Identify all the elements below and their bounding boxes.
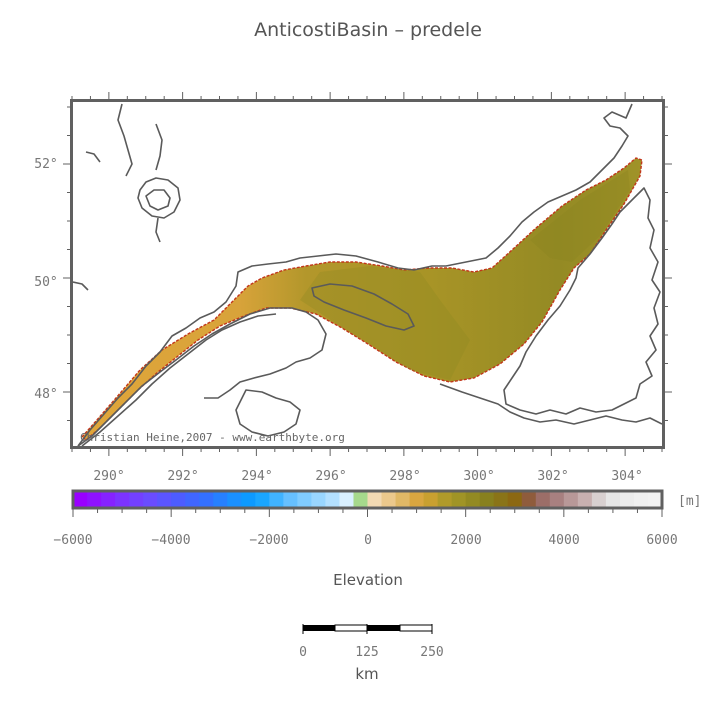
colorbar-swatch	[395, 491, 411, 508]
colorbar-swatch	[591, 491, 607, 508]
scale-bar: 0 125 250 km	[299, 624, 444, 683]
colorbar-swatch	[507, 491, 523, 508]
scale-segment	[334, 624, 368, 632]
colorbar-swatch	[549, 491, 565, 508]
lon-label-296: 296°	[315, 469, 346, 484]
colorbar-swatch	[311, 491, 327, 508]
lat-label-52: 52°	[34, 157, 57, 172]
scale-segment	[367, 625, 400, 631]
colorbar-swatch	[605, 491, 621, 508]
lon-label-304: 304°	[611, 469, 642, 484]
colorbar-swatch	[451, 491, 467, 508]
colorbar-swatch	[647, 491, 663, 508]
colorbar-swatch	[269, 491, 284, 508]
basin-shade-east	[530, 170, 630, 262]
colorbar-swatch	[101, 491, 116, 508]
lat-label-50: 50°	[34, 275, 57, 290]
scale-unit: km	[355, 665, 378, 683]
basin-shade-central	[300, 266, 470, 380]
colorbar-swatch	[143, 491, 158, 508]
scale-label-0: 0	[299, 645, 307, 660]
colorbar-swatch	[479, 491, 495, 508]
colorbar-swatch	[199, 491, 214, 508]
colorbar-swatch	[563, 491, 579, 508]
colorbar-swatch	[255, 491, 270, 508]
colorbar-ticks	[72, 509, 663, 517]
frame-ticks	[63, 92, 672, 456]
colorbar-swatch	[423, 491, 439, 508]
credit-text: Christian Heine,2007 - www.earthbyte.org	[80, 431, 345, 444]
colorbar-swatch	[619, 491, 635, 508]
colorbar-swatch	[241, 491, 256, 508]
colorbar-tick-label: 6000	[646, 533, 677, 548]
colorbar-swatch	[633, 491, 649, 508]
lat-labels: 52° 50° 48°	[34, 157, 57, 402]
colorbar-segments	[73, 491, 663, 508]
colorbar-swatch	[227, 491, 242, 508]
colorbar-swatch	[437, 491, 453, 508]
colorbar-tick-label: 2000	[450, 533, 481, 548]
lon-label-302: 302°	[537, 469, 568, 484]
scale-segment	[399, 624, 433, 632]
colorbar-tick-label: 4000	[548, 533, 579, 548]
colorbar-swatch	[521, 491, 537, 508]
colorbar-swatch	[283, 491, 298, 508]
colorbar: [m] −6000 −4000 −2000 0 2000 4000 6000 E…	[53, 489, 701, 589]
colorbar-swatch	[73, 491, 88, 508]
colorbar-swatch	[577, 491, 593, 508]
colorbar-swatch	[367, 491, 383, 508]
colorbar-swatch	[381, 491, 397, 508]
colorbar-swatch	[171, 491, 186, 508]
map-content: Christian Heine,2007 - www.earthbyte.org	[73, 103, 662, 446]
lon-label-292: 292°	[167, 469, 198, 484]
colorbar-swatch	[535, 491, 551, 508]
colorbar-swatch	[493, 491, 509, 508]
colorbar-swatch	[409, 491, 425, 508]
colorbar-swatch	[325, 491, 341, 508]
lon-label-298: 298°	[389, 469, 420, 484]
colorbar-swatch	[339, 491, 355, 508]
scale-label-125: 125	[355, 645, 378, 660]
scale-segment	[303, 625, 335, 631]
colorbar-swatch	[129, 491, 144, 508]
colorbar-swatch	[213, 491, 228, 508]
colorbar-tick-label: 0	[364, 533, 372, 548]
colorbar-tick-label: −2000	[249, 533, 288, 548]
colorbar-swatch	[185, 491, 200, 508]
colorbar-frame	[71, 489, 664, 510]
lon-label-294: 294°	[241, 469, 272, 484]
colorbar-swatch	[157, 491, 172, 508]
lon-label-300: 300°	[463, 469, 494, 484]
lon-label-290: 290°	[93, 469, 124, 484]
lon-labels: 290° 292° 294° 296° 298° 300° 302° 304°	[93, 469, 642, 484]
scale-label-250: 250	[420, 645, 443, 660]
coastlines	[73, 103, 662, 446]
lat-label-48: 48°	[34, 387, 57, 402]
colorbar-swatch	[297, 491, 312, 508]
colorbar-label: Elevation	[333, 571, 403, 589]
colorbar-unit: [m]	[678, 494, 701, 509]
colorbar-swatch	[87, 491, 102, 508]
colorbar-tick-label: −6000	[53, 533, 92, 548]
colorbar-swatch	[353, 491, 369, 508]
colorbar-swatch	[465, 491, 481, 508]
colorbar-tick-label: −4000	[151, 533, 190, 548]
map-title: AnticostiBasin – predele	[254, 19, 482, 41]
colorbar-swatch	[115, 491, 130, 508]
